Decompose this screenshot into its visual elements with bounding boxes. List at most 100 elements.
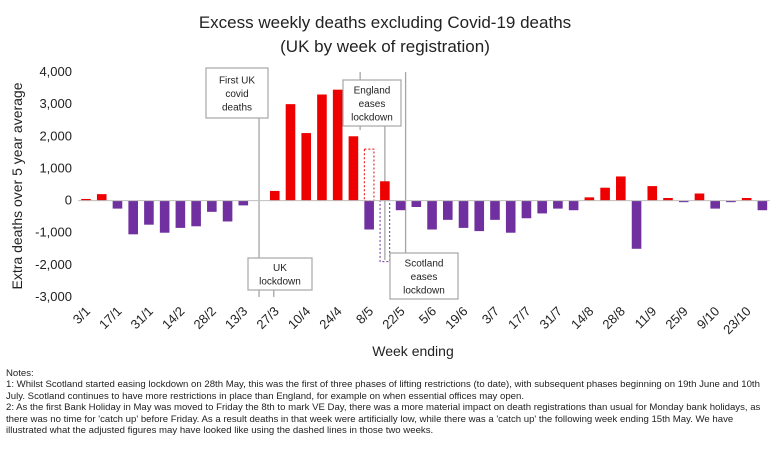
- annotation-text: England: [354, 85, 391, 96]
- annotation-uk-lockdown: UK lockdown: [247, 257, 313, 291]
- bar: [191, 200, 201, 227]
- bar: [159, 200, 170, 233]
- bar: [710, 200, 720, 209]
- x-tick-label: 28/8: [599, 304, 628, 333]
- x-tick-label: 5/6: [416, 304, 439, 327]
- bar: [600, 187, 610, 201]
- bar: [694, 193, 705, 201]
- adjusted-bar: [363, 148, 375, 202]
- x-tick-label: 31/7: [537, 304, 566, 333]
- bar: [128, 200, 138, 235]
- y-tick-label: -1,000: [35, 225, 72, 240]
- annotation-text: deaths: [222, 102, 252, 113]
- annotation-text: lockdown: [351, 112, 393, 123]
- note-1: 1: Whilst Scotland started easing lockdo…: [6, 379, 760, 402]
- bar: [757, 200, 768, 211]
- x-tick-label: 25/9: [662, 304, 691, 333]
- y-tick-label: -3,000: [35, 289, 72, 304]
- y-tick-label: 2,000: [39, 128, 72, 143]
- x-tick-label: 13/3: [222, 304, 251, 333]
- annotation-box: [205, 67, 269, 119]
- notes-section: Notes: 1: Whilst Scotland started easing…: [6, 368, 764, 436]
- bars: [81, 89, 768, 249]
- x-tick-label: 3/7: [479, 304, 502, 327]
- bar: [269, 190, 280, 201]
- bar: [631, 200, 642, 249]
- bar: [144, 200, 154, 225]
- annotation-box: [342, 79, 402, 127]
- excess-deaths-chart: Excess weekly deaths excluding Covid-19 …: [9, 13, 770, 359]
- note-2: 2: As the first Bank Holiday in May was …: [6, 402, 761, 437]
- annotation-text: First UK: [219, 75, 255, 86]
- x-tick-label: 23/10: [720, 304, 754, 338]
- bar: [616, 176, 626, 201]
- bar: [238, 200, 249, 206]
- annotation-first-uk-covid-deaths: First UK covid deaths: [205, 67, 269, 119]
- bar: [348, 136, 359, 201]
- bar: [112, 200, 123, 209]
- y-axis-label: Extra deaths over 5 year average: [9, 82, 25, 289]
- bar: [332, 89, 343, 201]
- annotation-text: covid: [225, 89, 248, 100]
- notes-heading: Notes:: [6, 368, 34, 379]
- bar: [647, 186, 658, 201]
- bar: [380, 181, 390, 201]
- bar: [395, 200, 406, 211]
- bar: [505, 200, 516, 233]
- bar: [442, 200, 453, 220]
- bar: [96, 194, 107, 201]
- y-tick-label: -2,000: [35, 257, 72, 272]
- bar: [678, 200, 689, 203]
- y-tick-label: 0: [65, 193, 72, 208]
- x-tick-label: 31/1: [128, 304, 157, 333]
- chart-subtitle: (UK by week of registration): [280, 37, 490, 56]
- bar: [301, 133, 312, 201]
- bar: [411, 200, 422, 207]
- x-tick-label: 17/1: [96, 304, 125, 333]
- annotation-text: Scotland: [405, 258, 444, 269]
- annotation-text: eases: [359, 99, 386, 110]
- x-tick-label: 22/5: [379, 304, 408, 333]
- annotation-text: lockdown: [259, 277, 301, 288]
- bar: [584, 197, 595, 201]
- bar: [537, 200, 547, 214]
- x-axis-label: Week ending: [372, 343, 453, 359]
- x-tick-label: 17/7: [505, 304, 534, 333]
- bar: [568, 200, 579, 211]
- bar: [741, 198, 752, 201]
- x-tick-label: 24/4: [316, 304, 345, 333]
- x-tick-label: 28/2: [190, 304, 219, 333]
- x-tick-label: 14/2: [159, 304, 188, 333]
- annotation-scotland-eases-lockdown: Scotland eases lockdown: [389, 252, 459, 300]
- bar: [317, 94, 327, 201]
- bar: [490, 200, 500, 220]
- bar: [663, 198, 673, 201]
- annotation-box: [389, 252, 459, 300]
- annotation-text: eases: [411, 272, 438, 283]
- x-axis-ticks: 3/1 17/1 31/1 14/2 28/2 13/3 27/3 10/4 24/4 8/5 22…: [70, 304, 754, 338]
- x-tick-label: 19/6: [442, 304, 471, 333]
- x-tick-label: 11/9: [632, 304, 660, 332]
- y-axis-ticks: 4,000 3,000 2,000 1,000 0 -1,000 -2,000 -3,000: [35, 64, 72, 304]
- x-tick-label: 8/5: [353, 304, 376, 327]
- x-tick-label: 10/4: [285, 304, 314, 333]
- bar: [553, 200, 563, 209]
- bar: [364, 200, 374, 230]
- bar: [285, 104, 296, 201]
- bar: [521, 200, 532, 219]
- x-tick-label: 27/3: [253, 304, 282, 333]
- bar: [81, 198, 91, 201]
- annotation-text: UK: [273, 263, 287, 274]
- bar: [222, 200, 233, 222]
- annotation-england-eases-lockdown: England eases lockdown: [342, 79, 402, 127]
- bar: [427, 200, 437, 230]
- annotation-boxes: First UK covid deaths UK lockdown England ease…: [205, 67, 459, 300]
- x-tick-label: 3/1: [70, 304, 93, 327]
- bar: [207, 200, 217, 212]
- x-tick-label: 14/8: [568, 304, 597, 333]
- bar: [474, 200, 485, 232]
- annotation-text: lockdown: [403, 285, 445, 296]
- bar: [726, 200, 736, 203]
- bar: [175, 200, 186, 228]
- bar: [458, 200, 469, 228]
